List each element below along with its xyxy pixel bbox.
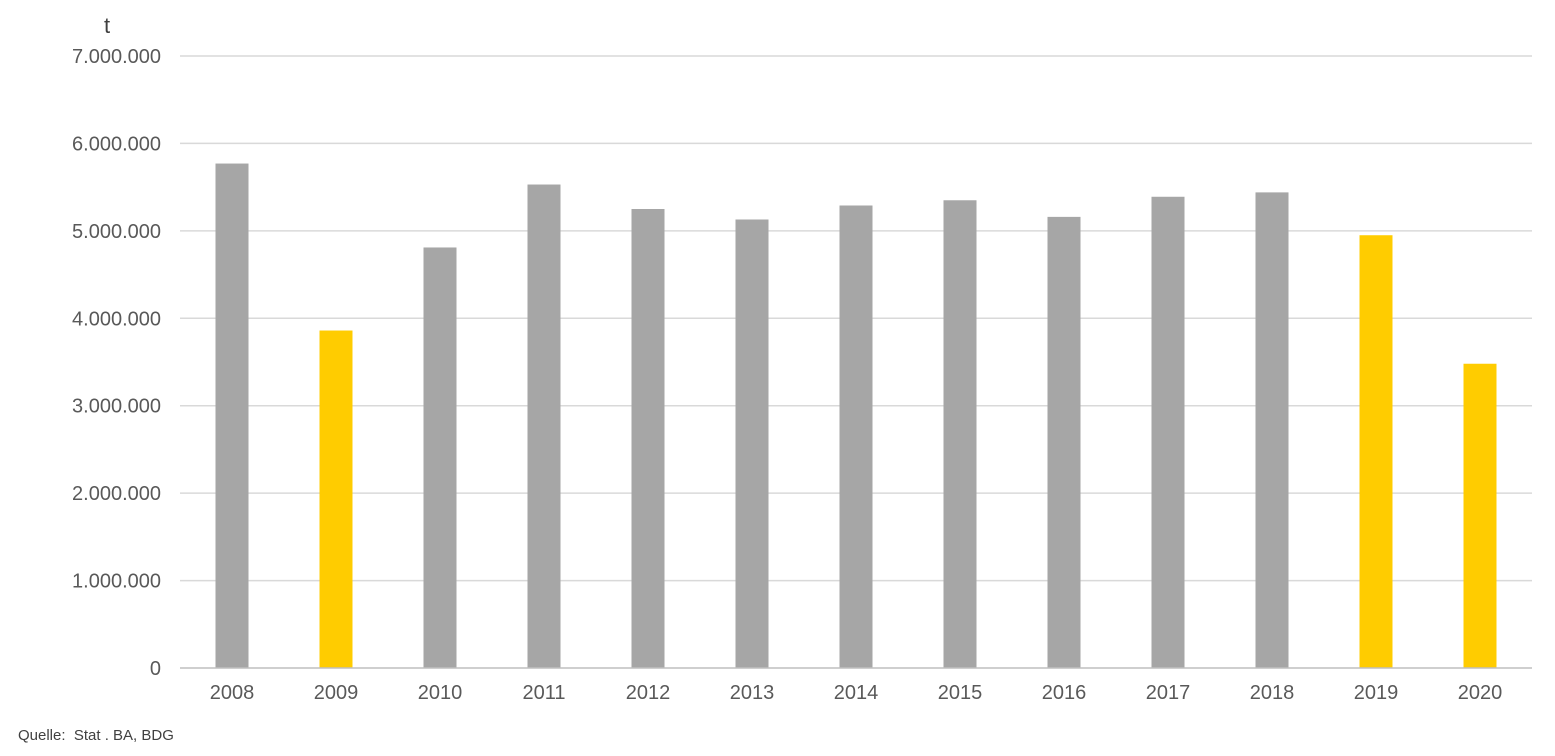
x-tick-label: 2014 bbox=[834, 682, 879, 704]
x-tick-label: 2009 bbox=[314, 682, 359, 704]
y-tick-label: 4.000.000 bbox=[72, 308, 161, 330]
bars bbox=[215, 163, 1497, 669]
bar-2012 bbox=[631, 209, 665, 668]
bar-2016 bbox=[1047, 216, 1081, 668]
bar-2010 bbox=[423, 247, 457, 668]
bar-2011 bbox=[527, 184, 561, 668]
bar-2013 bbox=[735, 219, 769, 668]
bar-2014 bbox=[839, 205, 873, 668]
bar-2008 bbox=[215, 163, 249, 668]
y-tick-label: 7.000.000 bbox=[72, 46, 161, 68]
y-tick-label: 5.000.000 bbox=[72, 221, 161, 243]
x-tick-label: 2010 bbox=[418, 682, 463, 704]
x-tick-label: 2016 bbox=[1042, 682, 1087, 704]
bar-2015 bbox=[943, 200, 977, 668]
y-tick-label: 0 bbox=[150, 658, 161, 680]
x-axis-ticks: 2008 2009 2010 2011 2012 2013 2014 2015 2016 2017… bbox=[210, 682, 1503, 704]
x-tick-label: 2018 bbox=[1250, 682, 1295, 704]
y-axis-ticks: 0 1.000.000 2.000.000 3.000.000 4.000.000 5.0… bbox=[72, 46, 161, 680]
y-tick-label: 1.000.000 bbox=[72, 571, 161, 593]
bar-chart: t 0 1.000.000 2.000.000 3.000.000 4.000.000 5… bbox=[72, 13, 1532, 704]
source-note: Quelle: Stat . BA, BDG bbox=[18, 727, 174, 744]
bar-2020 bbox=[1463, 363, 1497, 668]
x-tick-label: 2019 bbox=[1354, 682, 1399, 704]
x-tick-label: 2012 bbox=[626, 682, 671, 704]
y-tick-label: 6.000.000 bbox=[72, 133, 161, 155]
x-tick-label: 2013 bbox=[730, 682, 775, 704]
y-axis-unit-label: t bbox=[104, 13, 110, 38]
y-tick-label: 3.000.000 bbox=[72, 396, 161, 418]
x-tick-label: 2008 bbox=[210, 682, 255, 704]
x-tick-label: 2017 bbox=[1146, 682, 1191, 704]
bar-2019 bbox=[1359, 235, 1393, 668]
bar-2018 bbox=[1255, 192, 1289, 669]
x-tick-label: 2015 bbox=[938, 682, 983, 704]
bar-2017 bbox=[1151, 196, 1185, 668]
x-tick-label: 2011 bbox=[522, 682, 565, 704]
y-tick-label: 2.000.000 bbox=[72, 483, 161, 505]
x-tick-label: 2020 bbox=[1458, 682, 1503, 704]
bar-2009 bbox=[319, 330, 353, 668]
